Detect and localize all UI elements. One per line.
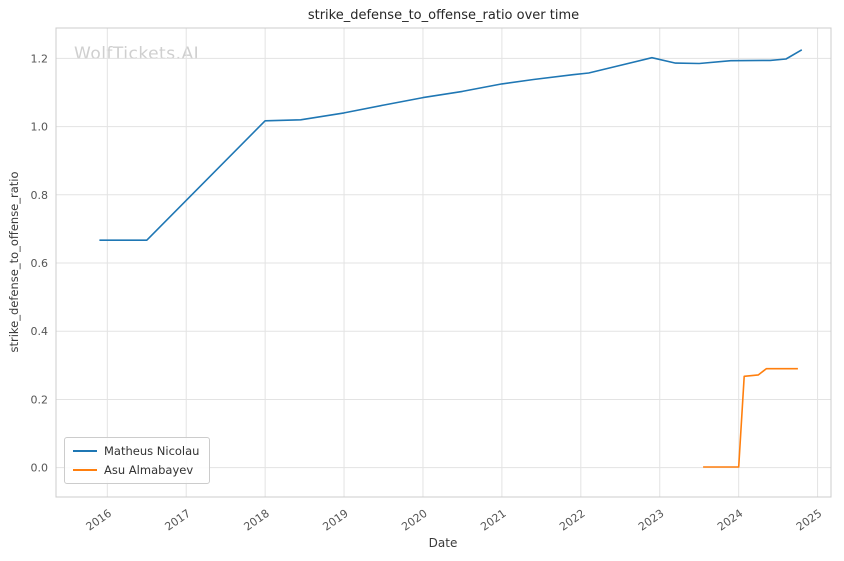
legend-item: Asu Almabayev xyxy=(73,463,199,477)
x-tick-label: 2023 xyxy=(636,507,666,534)
chart-title: strike_defense_to_offense_ratio over tim… xyxy=(307,8,580,23)
y-tick-label: 0.4 xyxy=(31,325,49,338)
x-tick-label: 2019 xyxy=(320,507,350,534)
x-tick-label: 2020 xyxy=(399,507,429,534)
legend-label: Asu Almabayev xyxy=(104,463,194,477)
y-tick-label: 0.0 xyxy=(31,462,49,475)
legend-label: Matheus Nicolau xyxy=(104,444,200,458)
y-tick-label: 1.2 xyxy=(31,52,49,65)
x-axis-label: Date xyxy=(428,536,458,550)
x-tick-label: 2024 xyxy=(715,507,745,534)
y-tick-label: 0.8 xyxy=(31,189,49,202)
y-tick-label: 0.6 xyxy=(31,257,49,270)
legend-line-swatch xyxy=(73,450,97,452)
legend: Matheus Nicolau Asu Almabayev xyxy=(64,437,211,484)
x-tick-label: 2017 xyxy=(163,507,193,534)
x-tick-label: 2018 xyxy=(241,507,271,534)
x-tick-label: 2025 xyxy=(794,507,824,534)
series-line-2 xyxy=(703,367,798,468)
legend-item: Matheus Nicolau xyxy=(73,444,199,458)
series-line-1 xyxy=(99,49,803,241)
x-tick-label: 2022 xyxy=(557,507,587,534)
y-tick-label: 1.0 xyxy=(31,121,49,134)
plot-border xyxy=(55,27,832,498)
legend-line-swatch xyxy=(73,469,97,471)
watermark: WolfTickets.AI xyxy=(74,44,200,64)
y-tick-label: 0.2 xyxy=(31,393,49,406)
x-tick-label: 2021 xyxy=(478,507,508,534)
x-tick-label: 2016 xyxy=(84,507,114,534)
